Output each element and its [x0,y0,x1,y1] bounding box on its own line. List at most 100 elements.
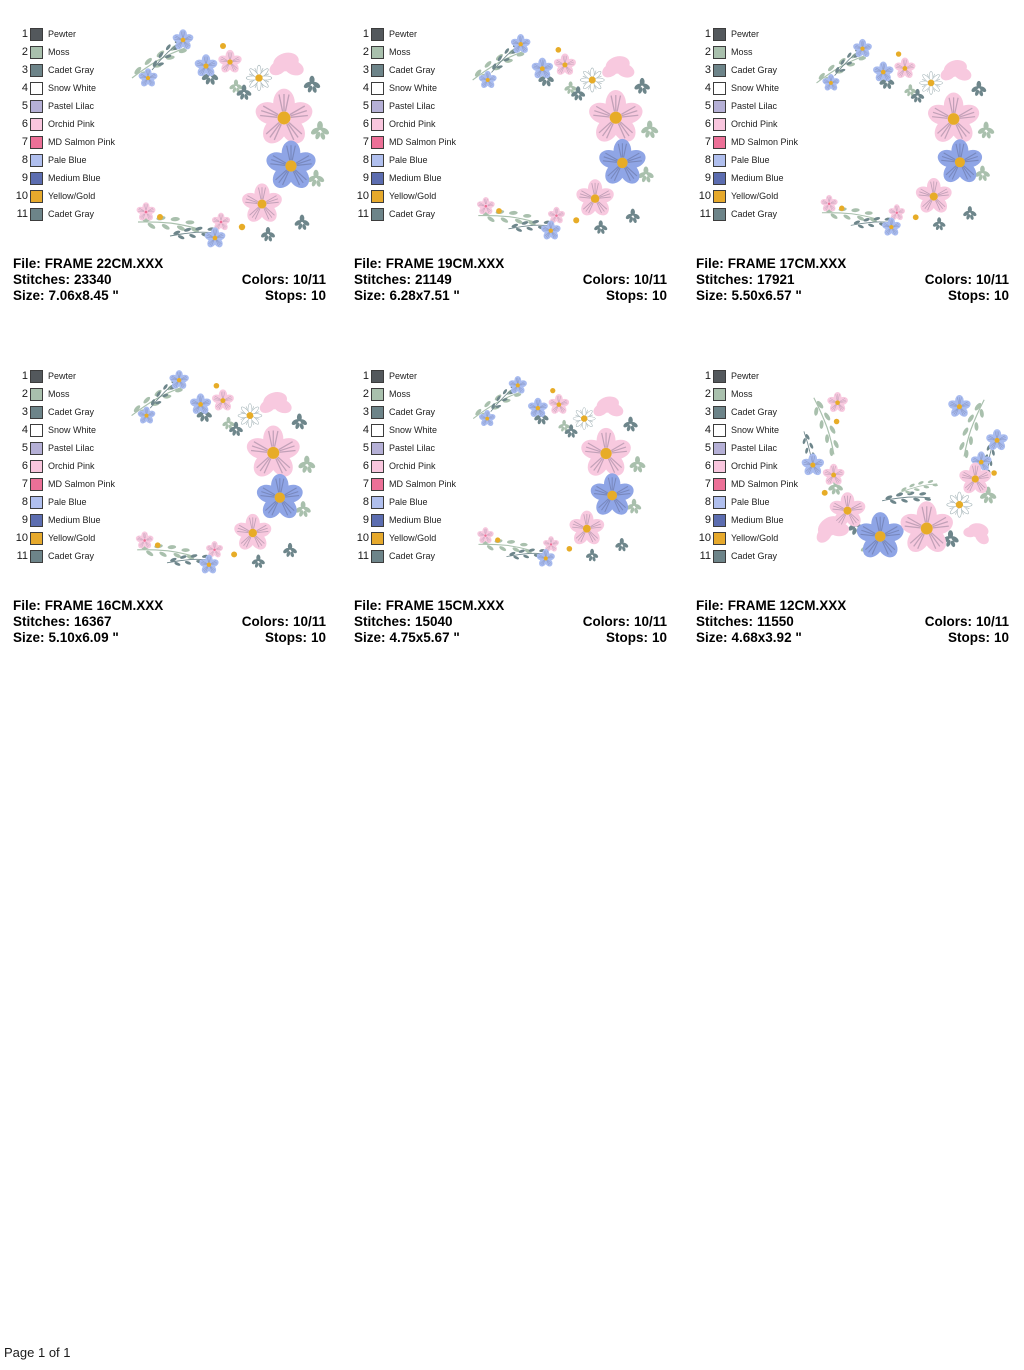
legend-item-name: MD Salmon Pink [731,137,799,147]
legend-item: 10 Yellow/Gold [696,529,798,547]
legend-item-name: Pale Blue [389,497,428,507]
legend-item: 1 Pewter [696,367,798,385]
file-label: File: [354,598,382,613]
legend-item: 10 Yellow/Gold [354,187,456,205]
size-value: 4.68x3.92 " [731,630,802,645]
legend-item: 3 Cadet Gray [13,61,115,79]
legend-item-number: 2 [21,46,28,58]
legend-color-swatch [371,27,384,41]
legend-item: 1 Pewter [696,25,798,43]
legend-item: 5 Pastel Lilac [696,439,798,457]
legend-item-number: 3 [21,406,28,418]
stitches-label: Stitches: [354,614,412,629]
legend-item: 9 Medium Blue [13,511,115,529]
stops-label: Stops: [264,630,307,645]
legend-color-swatch [30,135,43,149]
legend-color-swatch [713,45,726,59]
legend-item-number: 4 [704,82,711,94]
colors-value: 10/11 [292,614,326,629]
legend-item-name: Pewter [389,371,418,381]
legend-item: 3 Cadet Gray [354,61,456,79]
legend-color-swatch [30,495,43,509]
legend-item-number: 3 [21,64,28,76]
legend-item-name: Moss [731,389,753,399]
legend-item: 3 Cadet Gray [696,61,798,79]
file-value: FRAME 17CM.XXX [727,256,847,271]
legend-item-name: MD Salmon Pink [48,137,116,147]
legend-item-number: 1 [362,370,369,382]
legend-color-swatch [371,117,384,131]
legend-item: 8 Pale Blue [13,493,115,511]
legend-item: 10 Yellow/Gold [696,187,798,205]
colors-label: Colors: [241,614,289,629]
legend-item-name: Pewter [389,29,418,39]
legend-item-number: 1 [362,28,369,40]
design-card-frame-17cm: 1 Pewter 2 Moss 3 Cadet Gray 4 Snow White 5 Paste… [683,0,1024,342]
stops-label: Stops: [264,288,307,303]
colors-label: Colors: [924,614,972,629]
legend-item: 7 MD Salmon Pink [354,133,456,151]
legend-item-name: Snow White [389,425,438,435]
file-value: FRAME 15CM.XXX [385,598,505,613]
legend-item-number: 9 [362,514,369,526]
colors-value: 10/11 [975,614,1009,629]
stops-value: 10 [651,630,667,645]
legend-color-swatch [30,153,43,167]
legend-item-number: 9 [704,172,711,184]
legend-item: 5 Pastel Lilac [696,97,798,115]
legend-item: 6 Orchid Pink [13,457,115,475]
legend-item: 5 Pastel Lilac [13,97,115,115]
legend-color-swatch [713,27,726,41]
legend-color-swatch [713,531,726,545]
legend-item-name: Cadet Gray [389,407,436,417]
legend-item: 1 Pewter [13,367,115,385]
thread-color-legend: 1 Pewter 2 Moss 3 Cadet Gray 4 Snow White 5 Paste… [696,25,798,223]
legend-item-number: 8 [704,154,711,166]
file-value: FRAME 22CM.XXX [44,256,164,271]
legend-item-name: Cadet Gray [731,65,778,75]
thread-color-legend: 1 Pewter 2 Moss 3 Cadet Gray 4 Snow White 5 Paste… [354,367,456,565]
design-card-frame-22cm: 1 Pewter 2 Moss 3 Cadet Gray 4 Snow White 5 Paste… [0,0,341,342]
legend-item-number: 4 [21,424,28,436]
legend-item: 9 Medium Blue [696,511,798,529]
legend-item-name: Orchid Pink [731,119,778,129]
legend-color-swatch [30,549,43,563]
legend-color-swatch [371,513,384,527]
legend-item-name: Orchid Pink [48,119,95,129]
stitches-label: Stitches: [13,614,71,629]
legend-color-swatch [713,81,726,95]
colors-value: 10/11 [633,614,667,629]
legend-item-name: Cadet Gray [48,209,95,219]
legend-item-number: 2 [704,46,711,58]
legend-item-name: Cadet Gray [48,551,95,561]
legend-item: 9 Medium Blue [354,511,456,529]
legend-item: 2 Moss [696,385,798,403]
design-card-frame-19cm: 1 Pewter 2 Moss 3 Cadet Gray 4 Snow White 5 Paste… [341,0,682,342]
stops-value: 10 [651,288,667,303]
size-value: 5.50x6.57 " [731,288,802,303]
stitches-value: 23340 [74,272,112,287]
colors-label: Colors: [924,272,972,287]
legend-item: 7 MD Salmon Pink [13,133,115,151]
legend-item: 8 Pale Blue [13,151,115,169]
legend-color-swatch [713,513,726,527]
legend-item: 1 Pewter [354,367,456,385]
colors-label: Colors: [582,272,630,287]
legend-item-name: Orchid Pink [389,461,436,471]
legend-color-swatch [371,531,384,545]
legend-item: 3 Cadet Gray [354,403,456,421]
legend-item-number: 11 [699,550,711,562]
legend-item-number: 9 [21,514,28,526]
legend-item-number: 5 [704,442,711,454]
legend-item: 7 MD Salmon Pink [696,133,798,151]
colors-label: Colors: [241,272,289,287]
legend-color-swatch [371,459,384,473]
legend-item: 5 Pastel Lilac [354,439,456,457]
legend-item: 5 Pastel Lilac [13,439,115,457]
size-label: Size: [696,630,728,645]
thread-color-legend: 1 Pewter 2 Moss 3 Cadet Gray 4 Snow White 5 Paste… [354,25,456,223]
legend-item-number: 4 [362,82,369,94]
legend-item: 2 Moss [13,43,115,61]
page-number-footer: Page 1 of 1 [4,1345,71,1360]
legend-item-name: Pale Blue [48,497,87,507]
